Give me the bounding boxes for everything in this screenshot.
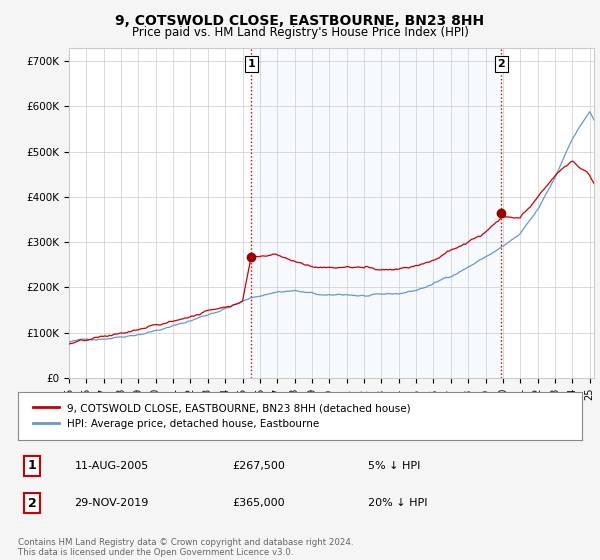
Text: 29-NOV-2019: 29-NOV-2019 [74,498,149,508]
Text: £267,500: £267,500 [232,461,285,471]
Text: Contains HM Land Registry data © Crown copyright and database right 2024.
This d: Contains HM Land Registry data © Crown c… [18,538,353,557]
Text: 20% ↓ HPI: 20% ↓ HPI [368,498,427,508]
Legend: 9, COTSWOLD CLOSE, EASTBOURNE, BN23 8HH (detached house), HPI: Average price, de: 9, COTSWOLD CLOSE, EASTBOURNE, BN23 8HH … [29,399,415,433]
Text: £365,000: £365,000 [232,498,285,508]
Text: 1: 1 [247,59,255,69]
Text: 1: 1 [28,459,37,473]
Text: 9, COTSWOLD CLOSE, EASTBOURNE, BN23 8HH: 9, COTSWOLD CLOSE, EASTBOURNE, BN23 8HH [115,14,485,28]
Bar [251,48,502,378]
Text: 5% ↓ HPI: 5% ↓ HPI [368,461,420,471]
Text: 2: 2 [28,497,37,510]
Text: 11-AUG-2005: 11-AUG-2005 [74,461,149,471]
Text: Price paid vs. HM Land Registry's House Price Index (HPI): Price paid vs. HM Land Registry's House … [131,26,469,39]
Text: 2: 2 [497,59,505,69]
